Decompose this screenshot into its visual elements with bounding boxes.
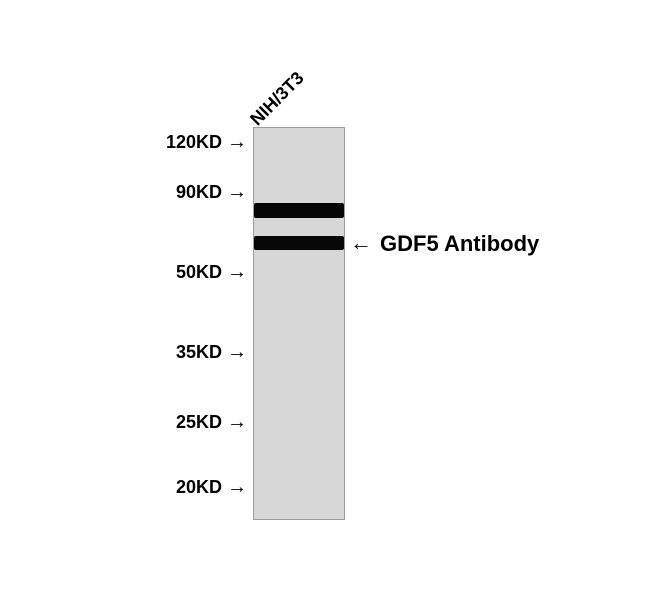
lane-label: NIH/3T3 (246, 68, 308, 130)
blot-lane (253, 127, 345, 520)
marker-label: 25KD (176, 412, 222, 433)
marker-arrow-icon: → (227, 411, 247, 434)
marker-label: 120KD (166, 132, 222, 153)
marker-arrow-icon: → (227, 181, 247, 204)
marker-label: 20KD (176, 477, 222, 498)
marker-label: 50KD (176, 262, 222, 283)
target-arrow: ← (350, 230, 372, 256)
marker-label: 35KD (176, 342, 222, 363)
marker-arrow-icon: → (227, 131, 247, 154)
marker-label: 90KD (176, 182, 222, 203)
marker-arrow-icon: → (227, 476, 247, 499)
marker-arrow-icon: → (227, 341, 247, 364)
blot-canvas: NIH/3T3 120KD→90KD→50KD→35KD→25KD→20KD→ … (0, 0, 650, 608)
blot-band (254, 203, 344, 218)
marker-arrow-icon: → (227, 261, 247, 284)
target-label: GDF5 Antibody (380, 231, 539, 257)
blot-band (254, 236, 344, 250)
